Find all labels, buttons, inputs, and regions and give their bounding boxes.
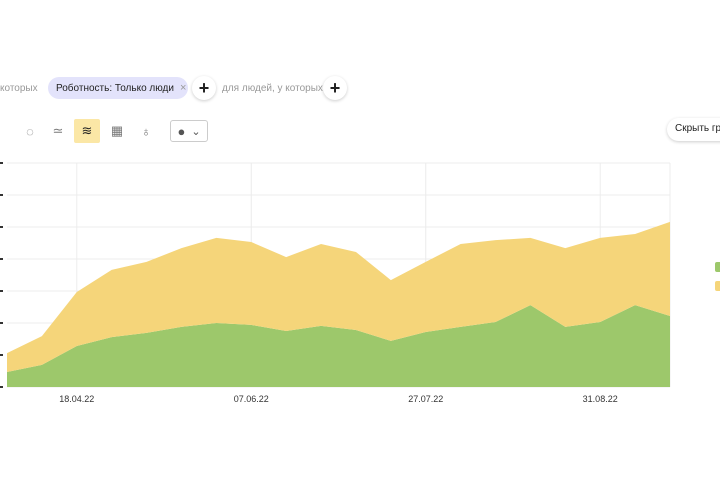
- y-tick-label: [0, 322, 3, 324]
- area-series-0: [7, 305, 670, 387]
- legend-checkbox-yellow[interactable]: [715, 281, 720, 291]
- chevron-down-icon: ⌄: [191, 125, 201, 138]
- chip-label: Роботность: Только люди: [56, 82, 174, 94]
- add-people-filter-button[interactable]: +: [323, 76, 347, 100]
- area-series-1: [7, 221, 670, 372]
- pie-chart-icon[interactable]: ◌: [26, 123, 34, 139]
- stacked-area-chart: 18.04.22 07.06.22 27.07.22 31.08.22: [0, 162, 671, 404]
- y-tick-label: [0, 258, 3, 260]
- bar-chart-icon[interactable]: ▦: [110, 123, 124, 138]
- add-filter-button[interactable]: +: [192, 76, 216, 100]
- map-pin-icon[interactable]: ♁: [141, 123, 151, 139]
- y-tick-label: [0, 162, 3, 164]
- hide-chart-button[interactable]: Скрыть гр: [667, 118, 720, 141]
- stacked-area-icon[interactable]: ≋: [74, 119, 100, 143]
- y-tick-label: [0, 290, 3, 292]
- x-tick-label: 31.08.22: [583, 394, 618, 404]
- filter-prefix-text: которых: [0, 83, 38, 94]
- x-tick-label: 07.06.22: [234, 394, 269, 404]
- y-tick-label: [0, 354, 3, 356]
- robot-filter-chip[interactable]: Роботность: Только люди ×: [48, 77, 188, 99]
- y-tick-label: [0, 194, 3, 196]
- people-filter-text: для людей, у которых: [222, 83, 323, 94]
- comment-dropdown[interactable]: ● ⌄: [170, 120, 208, 142]
- x-tick-label: 27.07.22: [408, 394, 443, 404]
- y-tick-label: [0, 226, 3, 228]
- speech-bubble-icon: ●: [177, 123, 186, 139]
- line-chart-icon[interactable]: ≃: [52, 123, 64, 138]
- x-tick-label: 18.04.22: [59, 394, 94, 404]
- y-tick-label: [0, 386, 3, 388]
- close-icon[interactable]: ×: [179, 82, 187, 94]
- legend-checkbox-green[interactable]: [715, 262, 720, 272]
